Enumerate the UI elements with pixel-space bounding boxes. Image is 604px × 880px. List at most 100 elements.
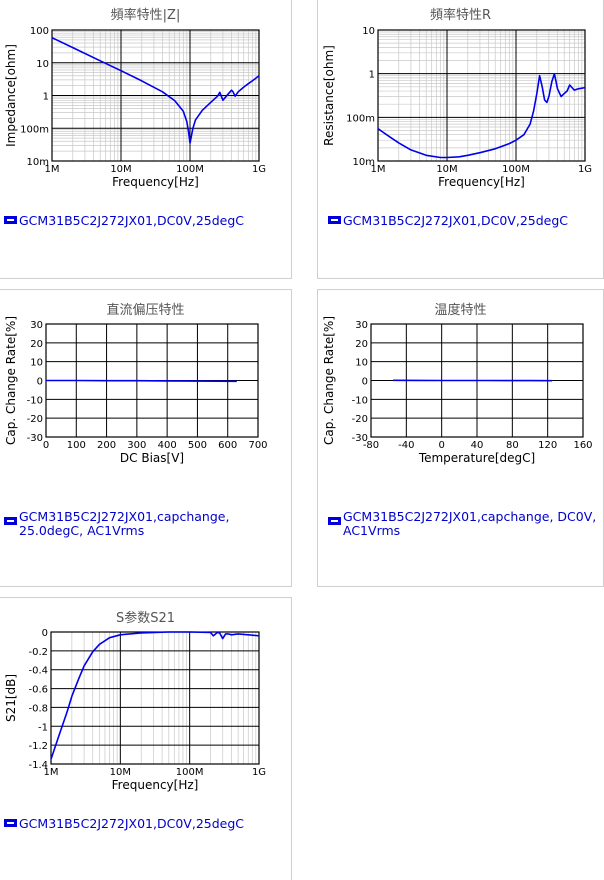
x-tick-label: 10M (436, 164, 457, 175)
x-tick-label: 400 (158, 440, 177, 451)
y-axis-label: Cap. Change Rate[%] (322, 316, 336, 445)
x-tick-label: 600 (218, 440, 237, 451)
chart-title: 頻率特性|Z| (110, 8, 181, 23)
series-line (51, 36, 260, 144)
y-tick-label: 30 (30, 320, 43, 331)
x-tick-label: 1G (578, 164, 592, 175)
y-tick-label: 10 (355, 358, 368, 369)
y-tick-label: 20 (355, 339, 368, 350)
legend-label: GCM31B5C2J272JX01,capchange, 25.0degC, A… (19, 509, 230, 538)
plot-frame (50, 631, 260, 765)
x-axis-label: Frequency[Hz] (112, 175, 199, 189)
chart-legend[interactable]: GCM31B5C2J272JX01,DC0V,25degC (328, 214, 568, 228)
series-line (46, 379, 237, 383)
x-tick-label: 700 (248, 440, 267, 451)
y-tick-label: 1 (369, 70, 375, 81)
y-tick-label: -0.4 (28, 666, 48, 677)
y-tick-label: 1 (43, 92, 49, 103)
resistance-chart: 1M 10M 100M 1G 10m 100m 1 10 Frequency[Hz] Resist… (322, 26, 592, 189)
x-tick-label: 100 (67, 440, 86, 451)
x-tick-label: 100M (176, 164, 204, 175)
y-tick-label: -1 (38, 722, 48, 733)
x-tick-label: 40 (471, 440, 484, 451)
s21-chart: 1M 10M 100M 1G -1.4 -1.2 -1 -0.8 -0.6 -0.4 -0.2 0 Fr… (4, 628, 266, 792)
series-line (377, 72, 586, 159)
chart-legend[interactable]: GCM31B5C2J272JX01,DC0V,25degC (4, 214, 244, 228)
x-tick-label: 500 (188, 440, 207, 451)
y-tick-label: -0.2 (28, 647, 48, 658)
chart-legend[interactable]: GCM31B5C2J272JX01,capchange, 25.0degC, A… (4, 510, 264, 538)
x-axis-label: DC Bias[V] (120, 451, 184, 465)
x-tick-label: 120 (538, 440, 557, 451)
chart-title: 温度特性 (434, 303, 487, 318)
y-tick-label: -1.2 (28, 741, 48, 752)
x-tick-label: -40 (398, 440, 414, 451)
legend-label: GCM31B5C2J272JX01,DC0V,25degC (19, 816, 245, 831)
y-tick-label: -1.4 (28, 760, 48, 771)
s21-chart-panel: S参数S21 1M 10M 100M 1G -1.4 -1.2 -1 -0.8 -0.6 -0.4… (0, 597, 292, 880)
legend-swatch-icon (4, 517, 17, 525)
y-tick-label: -0.6 (28, 685, 48, 696)
y-tick-label: -10 (27, 395, 43, 406)
chart-legend[interactable]: GCM31B5C2J272JX01,capchange, DC0V, AC1Vr… (328, 510, 598, 538)
legend-swatch-icon (328, 216, 341, 224)
y-tick-label: 10 (36, 59, 49, 70)
chart-legend[interactable]: GCM31B5C2J272JX01,DC0V,25degC (4, 817, 244, 831)
y-axis-label: Resistance[ohm] (322, 45, 336, 146)
plot-frame (370, 323, 584, 438)
y-tick-label: 20 (30, 339, 43, 350)
x-tick-label: 1G (252, 164, 266, 175)
dc-bias-chart-panel: 直流偏压特性 0 100 200 300 400 500 600 700 -30 -20 -10 0 1… (0, 289, 292, 587)
x-tick-label: -80 (363, 440, 379, 451)
y-tick-label: 100 (30, 26, 49, 37)
temperature-chart-panel: 温度特性 -80 -40 0 40 80 120 160 -30 -20 -10 0 10 20 30 Te… (317, 289, 604, 587)
temperature-chart: -80 -40 0 40 80 120 160 -30 -20 -10 0 10 20 30 Tempera… (322, 316, 593, 465)
y-axis-label: S21[dB] (4, 674, 18, 722)
y-tick-label: 100m (346, 113, 375, 124)
x-tick-label: 1M (44, 767, 59, 778)
x-tick-label: 1G (252, 767, 266, 778)
y-tick-label: 100m (20, 124, 49, 135)
x-axis-label: Temperature[degC] (418, 451, 535, 465)
y-tick-label: -20 (352, 414, 368, 425)
y-axis-label: Cap. Change Rate[%] (4, 316, 18, 445)
y-tick-label: 30 (355, 320, 368, 331)
x-tick-label: 0 (438, 440, 444, 451)
y-tick-label: -20 (27, 414, 43, 425)
legend-swatch-icon (4, 216, 17, 224)
x-tick-label: 200 (97, 440, 116, 451)
chart-title: 頻率特性R (429, 8, 492, 23)
y-tick-label: 10m (353, 157, 375, 168)
legend-label: GCM31B5C2J272JX01,DC0V,25degC (19, 213, 245, 228)
x-tick-label: 100M (176, 767, 204, 778)
chart-title: 直流偏压特性 (106, 303, 185, 318)
x-axis-label: Frequency[Hz] (438, 175, 525, 189)
y-tick-label: 0 (37, 377, 43, 388)
x-tick-label: 1M (371, 164, 386, 175)
impedance-chart-panel: 頻率特性|Z| 1M 10M 100M 1G 10m 100m 1 10 100 Frequenc… (0, 0, 292, 279)
resistance-chart-panel: 頻率特性R 1M 10M 100M 1G 10m 100m 1 10 Frequency[Hz]… (317, 0, 604, 279)
y-tick-label: 10 (30, 358, 43, 369)
x-tick-label: 160 (573, 440, 592, 451)
impedance-chart: 1M 10M 100M 1G 10m 100m 1 10 100 Frequency[Hz] Imp… (4, 26, 266, 189)
plot-frame (51, 29, 260, 162)
x-tick-label: 100M (502, 164, 530, 175)
chart-title: S参数S21 (115, 611, 176, 626)
x-tick-label: 10M (110, 164, 131, 175)
dc-bias-chart: 0 100 200 300 400 500 600 700 -30 -20 -10 0 10 20 30 DC… (4, 316, 268, 465)
x-axis-label: Frequency[Hz] (112, 778, 199, 792)
y-tick-label: 10 (362, 26, 375, 37)
legend-swatch-icon (4, 819, 17, 827)
y-tick-label: -30 (352, 433, 368, 444)
x-tick-label: 300 (127, 440, 146, 451)
y-tick-label: -10 (352, 395, 368, 406)
legend-label: GCM31B5C2J272JX01,capchange, DC0V, AC1Vr… (343, 509, 597, 538)
y-tick-label: 0 (362, 377, 368, 388)
y-tick-label: 10m (27, 157, 49, 168)
y-tick-label: -30 (27, 433, 43, 444)
legend-label: GCM31B5C2J272JX01,DC0V,25degC (343, 213, 569, 228)
series-line (50, 631, 260, 760)
plot-frame (377, 29, 586, 162)
x-tick-label: 80 (506, 440, 519, 451)
legend-swatch-icon (328, 517, 341, 525)
